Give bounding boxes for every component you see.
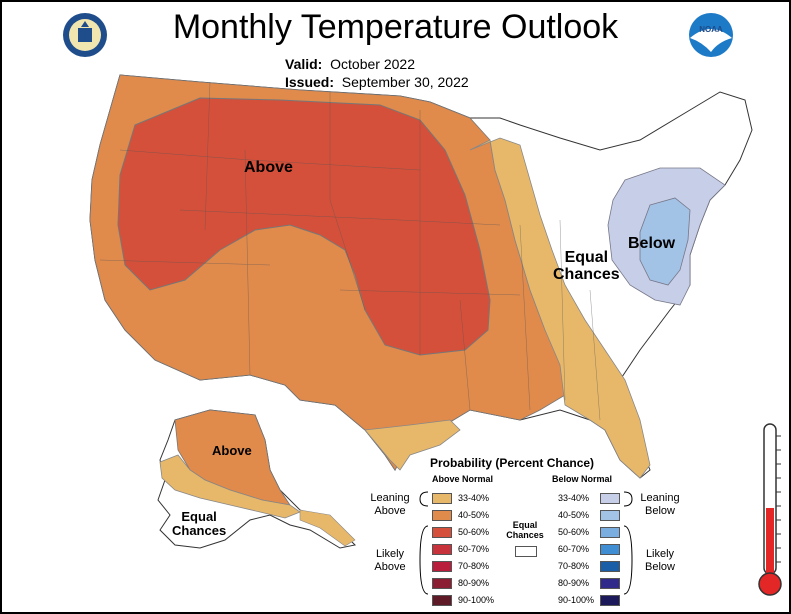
label-below-50-60: 50-60% bbox=[558, 527, 590, 537]
swatch-above-33-40 bbox=[432, 493, 452, 504]
swatch-below-33-40 bbox=[600, 493, 620, 504]
label-equal-chances-alaska: Equal Chances bbox=[172, 509, 227, 538]
swatch-below-80-90 bbox=[600, 578, 620, 589]
group-leaning-below: Leaning Below bbox=[640, 492, 680, 517]
label-below-40-50: 40-50% bbox=[558, 510, 590, 520]
group-likely-below: Likely Below bbox=[645, 548, 675, 573]
swatch-above-40-50 bbox=[432, 510, 452, 521]
issued-line: Issued: September 30, 2022 bbox=[285, 74, 469, 90]
above-33-40-region bbox=[469, 137, 651, 479]
below-40-50-region bbox=[639, 197, 691, 286]
swatch-above-80-90 bbox=[432, 578, 452, 589]
legend-above-header: Above Normal bbox=[432, 474, 494, 484]
legend-brackets-above bbox=[419, 491, 429, 595]
swatch-below-50-60 bbox=[600, 527, 620, 538]
above-33-40-texas-coast bbox=[364, 419, 461, 471]
swatch-below-60-70 bbox=[600, 544, 620, 555]
department-of-commerce-seal-icon bbox=[63, 13, 107, 57]
thermometer-icon bbox=[758, 423, 782, 596]
valid-label: Valid: bbox=[285, 56, 323, 72]
swatch-below-40-50 bbox=[600, 510, 620, 521]
swatch-equal-chances bbox=[515, 546, 537, 557]
group-leaning-above: Leaning Above bbox=[370, 492, 410, 517]
label-above-70-80: 70-80% bbox=[458, 561, 490, 571]
legend-title: Probability (Percent Chance) bbox=[430, 456, 595, 470]
label-above-60-70: 60-70% bbox=[458, 544, 490, 554]
noaa-logo-icon: NOAA bbox=[689, 13, 733, 57]
label-below-33-40: 33-40% bbox=[558, 493, 590, 503]
swatch-below-90-100 bbox=[600, 595, 620, 606]
group-likely-above: Likely Above bbox=[374, 548, 406, 573]
label-below: Below bbox=[628, 235, 676, 252]
swatch-below-70-80 bbox=[600, 561, 620, 572]
svg-text:NOAA: NOAA bbox=[699, 25, 723, 34]
alaska-panhandle bbox=[299, 509, 356, 547]
label-above-80-90: 80-90% bbox=[458, 578, 490, 588]
swatch-above-50-60 bbox=[432, 527, 452, 538]
label-above-40-50: 40-50% bbox=[458, 510, 490, 520]
page-title: Monthly Temperature Outlook bbox=[172, 8, 619, 46]
legend-below-header: Below Normal bbox=[552, 474, 613, 484]
label-below-90-100: 90-100% bbox=[558, 595, 595, 605]
swatch-above-60-70 bbox=[432, 544, 452, 555]
label-below-60-70: 60-70% bbox=[558, 544, 590, 554]
valid-value: October 2022 bbox=[330, 56, 415, 72]
state-borders bbox=[99, 81, 601, 421]
label-below-70-80: 70-80% bbox=[558, 561, 590, 571]
label-above-conus: Above bbox=[244, 159, 293, 176]
label-above-50-60: 50-60% bbox=[458, 527, 490, 537]
label-below-80-90: 80-90% bbox=[558, 578, 590, 588]
label-above-33-40: 33-40% bbox=[458, 493, 490, 503]
issued-value: September 30, 2022 bbox=[341, 74, 469, 90]
label-above-90-100: 90-100% bbox=[458, 595, 495, 605]
legend: Probability (Percent Chance) Above Norma… bbox=[360, 452, 720, 608]
legend-brackets-below bbox=[623, 491, 633, 595]
valid-line: Valid: October 2022 bbox=[285, 56, 415, 72]
swatch-above-70-80 bbox=[432, 561, 452, 572]
label-equal-chances-east: Equal Chances bbox=[553, 249, 620, 283]
issued-label: Issued: bbox=[285, 74, 335, 90]
swatch-above-90-100 bbox=[432, 595, 452, 606]
above-50-60-region bbox=[117, 97, 491, 356]
label-above-alaska: Above bbox=[212, 443, 252, 458]
group-equal-chances: Equal Chances bbox=[506, 520, 544, 541]
